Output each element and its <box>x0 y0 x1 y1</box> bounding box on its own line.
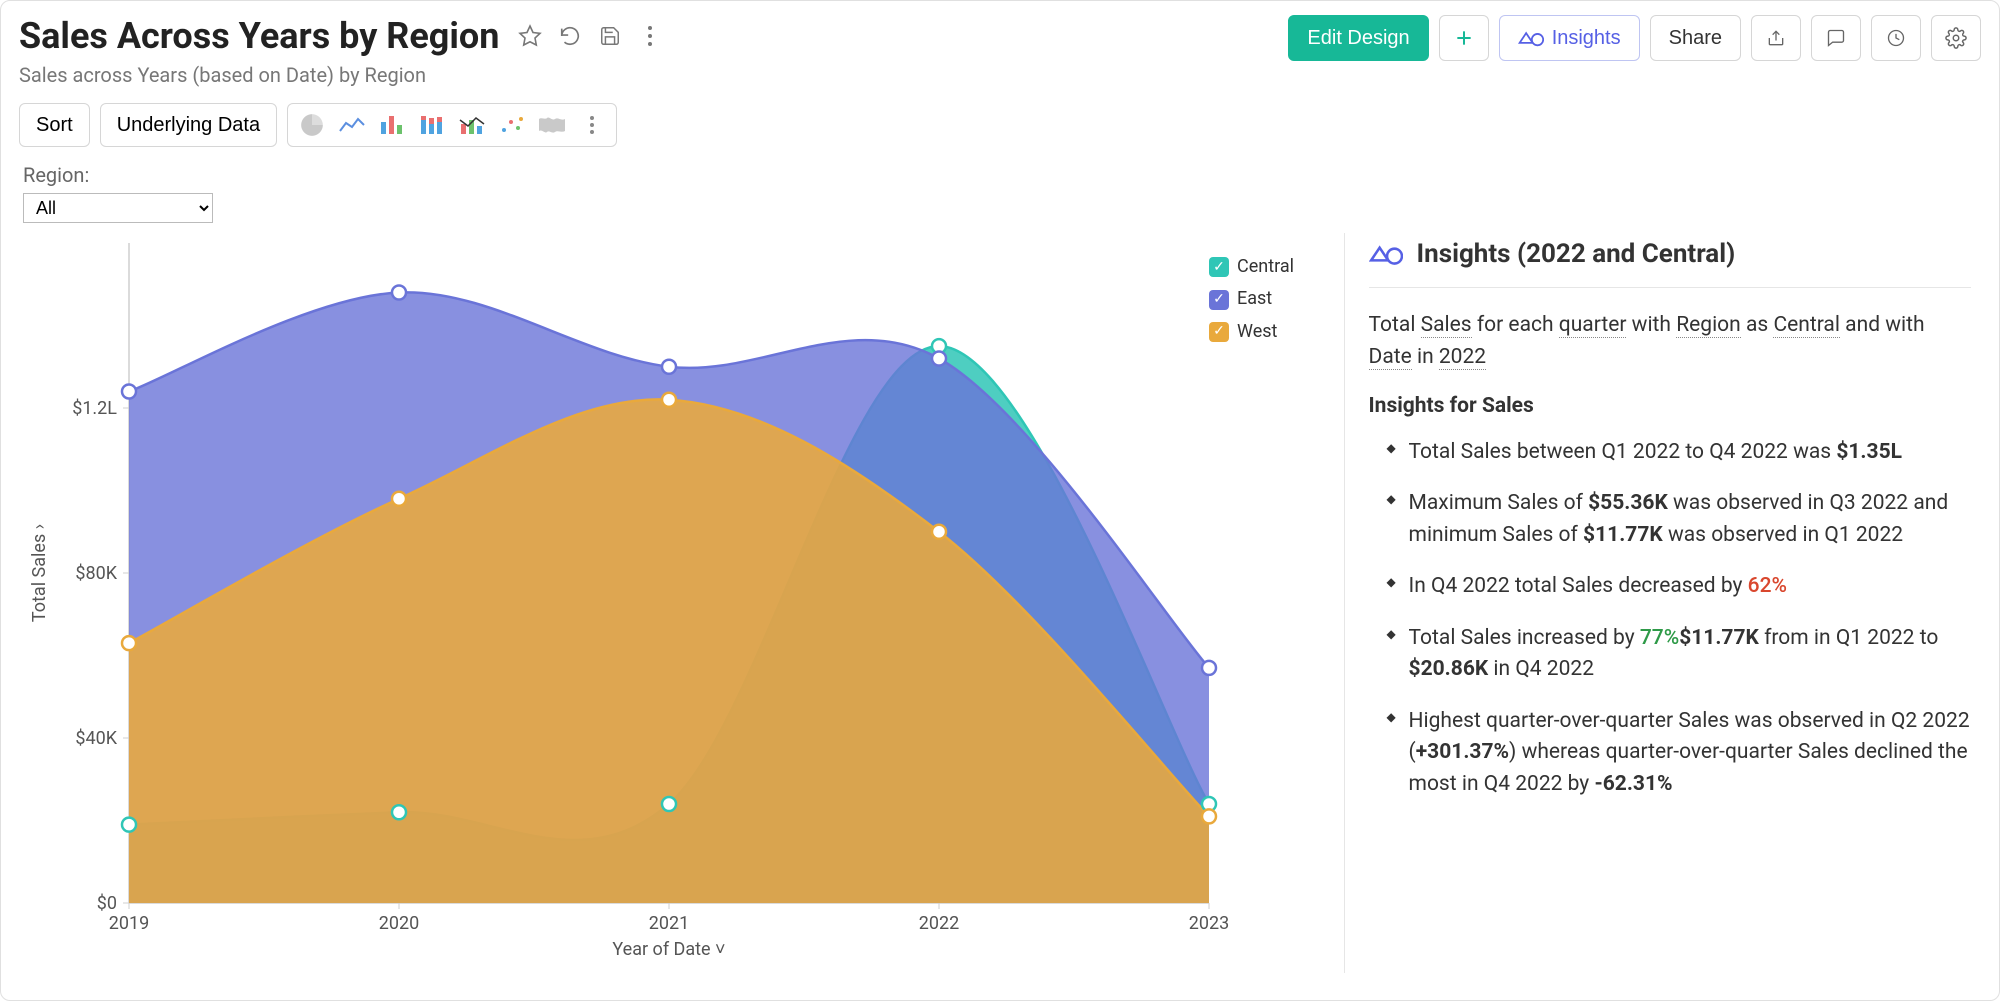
edit-design-button[interactable]: Edit Design <box>1288 15 1428 61</box>
toolbar: Sort Underlying Data <box>1 87 1999 147</box>
chart-type-selector <box>287 103 617 147</box>
chart-panel: $0 $40K $80K $1.2L 2019 2020 2021 2022 2023 Year … <box>19 233 1324 973</box>
svg-text:$40K: $40K <box>75 728 117 749</box>
chart-type-line-icon[interactable] <box>334 109 370 141</box>
settings-icon[interactable] <box>1931 15 1981 61</box>
export-icon[interactable] <box>1751 15 1801 61</box>
legend-item[interactable]: ✓ West <box>1209 316 1294 348</box>
svg-text:Year of Date ˅: Year of Date ˅ <box>612 939 725 960</box>
svg-text:$1.2L: $1.2L <box>72 398 117 419</box>
save-icon[interactable] <box>597 23 623 49</box>
zia-icon <box>1369 241 1403 267</box>
legend-swatch[interactable]: ✓ <box>1209 290 1229 310</box>
sales-area-chart: $0 $40K $80K $1.2L 2019 2020 2021 2022 2023 Year … <box>19 233 1279 973</box>
region-filter: Region: All <box>1 147 1999 223</box>
svg-text:$0: $0 <box>97 893 117 914</box>
alert-icon[interactable] <box>1871 15 1921 61</box>
refresh-icon[interactable] <box>557 23 583 49</box>
legend-label: East <box>1237 283 1272 315</box>
legend-label: West <box>1237 316 1277 348</box>
insights-body: Total Sales for each quarter with Region… <box>1369 288 1971 800</box>
svg-text:2022: 2022 <box>919 913 959 934</box>
region-select[interactable]: All <box>23 193 213 223</box>
legend-swatch[interactable]: ✓ <box>1209 322 1229 342</box>
legend-item[interactable]: ✓ East <box>1209 283 1294 315</box>
svg-text:2023: 2023 <box>1189 913 1229 934</box>
insights-title: Insights (2022 and Central) <box>1417 239 1736 269</box>
svg-text:2021: 2021 <box>649 913 689 934</box>
action-bar: Edit Design Insights Share <box>1288 15 1981 61</box>
page-subtitle: Sales across Years (based on Date) by Re… <box>19 63 663 87</box>
underlying-data-button[interactable]: Underlying Data <box>100 103 277 147</box>
favorite-icon[interactable] <box>517 23 543 49</box>
share-button[interactable]: Share <box>1650 15 1741 61</box>
add-button[interactable] <box>1439 15 1489 61</box>
insights-panel: Insights (2022 and Central) Total Sales … <box>1344 233 1981 973</box>
svg-text:2020: 2020 <box>379 913 419 934</box>
insight-item: Highest quarter-over-quarter Sales was o… <box>1387 706 1971 801</box>
insights-button-label: Insights <box>1552 27 1621 50</box>
title-area: Sales Across Years by Region Sales acros… <box>19 15 663 87</box>
region-filter-label: Region: <box>23 163 89 187</box>
insight-item: Total Sales between Q1 2022 to Q4 2022 w… <box>1387 437 1971 469</box>
more-icon[interactable] <box>637 23 663 49</box>
chart-type-bar-icon[interactable] <box>374 109 410 141</box>
chart-legend: ✓ Central ✓ East ✓ West <box>1209 251 1294 348</box>
page-title: Sales Across Years by Region <box>19 15 499 57</box>
chart-type-scatter-icon[interactable] <box>494 109 530 141</box>
svg-text:2019: 2019 <box>109 913 149 934</box>
insights-description: Total Sales for each quarter with Region… <box>1369 310 1971 373</box>
insights-subhead: Insights for Sales <box>1369 391 1971 423</box>
chart-type-stacked-icon[interactable] <box>414 109 450 141</box>
svg-text:$80K: $80K <box>75 563 117 584</box>
chart-type-pie-icon[interactable] <box>294 109 330 141</box>
header-bar: Sales Across Years by Region Sales acros… <box>1 1 1999 87</box>
legend-item[interactable]: ✓ Central <box>1209 251 1294 283</box>
insights-list: Total Sales between Q1 2022 to Q4 2022 w… <box>1369 437 1971 801</box>
comment-icon[interactable] <box>1811 15 1861 61</box>
svg-text:Total Sales ›: Total Sales › <box>29 524 50 622</box>
legend-swatch[interactable]: ✓ <box>1209 257 1229 277</box>
insight-item: In Q4 2022 total Sales decreased by 62% <box>1387 571 1971 603</box>
legend-label: Central <box>1237 251 1294 283</box>
insight-item: Maximum Sales of $55.36K was observed in… <box>1387 488 1971 551</box>
chart-type-combo-icon[interactable] <box>454 109 490 141</box>
insights-button[interactable]: Insights <box>1499 15 1640 61</box>
sort-button[interactable]: Sort <box>19 103 90 147</box>
chart-type-more-icon[interactable] <box>574 109 610 141</box>
insight-item: Total Sales increased by 77%$11.77K from… <box>1387 623 1971 686</box>
chart-type-map-icon[interactable] <box>534 109 570 141</box>
